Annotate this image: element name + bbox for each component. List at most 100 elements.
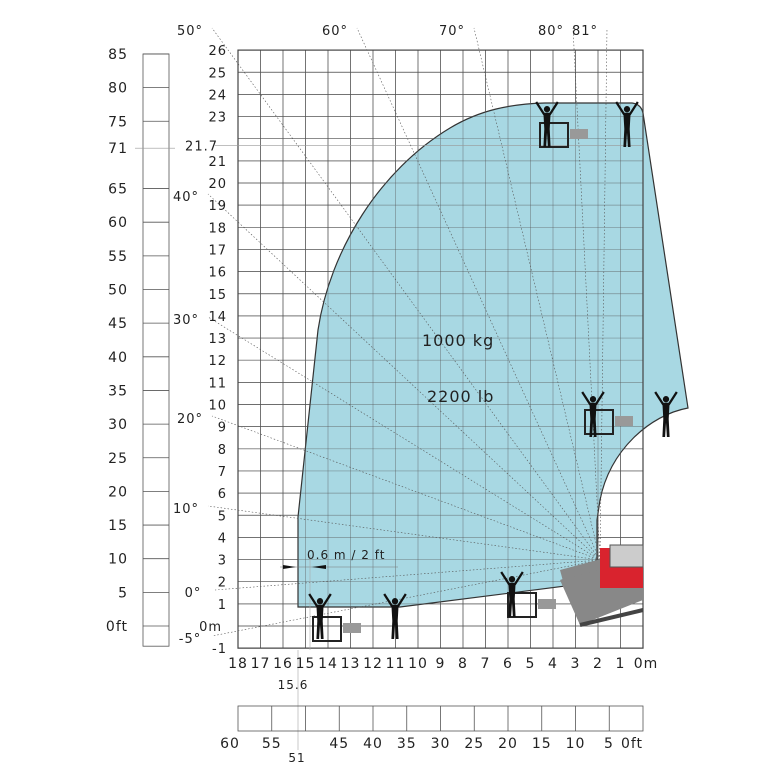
- height-label-m: 17: [208, 243, 227, 258]
- reach-label-m: 18: [228, 656, 248, 672]
- load-envelope: [297, 102, 689, 608]
- angle-lines: 50° 60° 70° 80° 81° 40° 30° 20° 10° 0° -5°: [173, 24, 608, 647]
- operator-icon: [308, 593, 332, 639]
- height-label-ft: 80: [108, 81, 128, 97]
- operator-icon: [535, 101, 559, 147]
- angle-label: 10°: [173, 502, 199, 517]
- height-label-m: 23: [208, 111, 227, 126]
- height-label-m: 25: [208, 66, 227, 81]
- reach-label-ft: 15: [532, 736, 552, 752]
- reach-label-m: 2: [593, 656, 603, 672]
- height-label-ft: 5: [118, 585, 128, 601]
- height-label-ft: 15: [108, 518, 128, 534]
- load-imperial: 2200 lb: [427, 387, 494, 406]
- reach-label-m: 3: [571, 656, 581, 672]
- height-label-ft: 85: [108, 47, 128, 63]
- platform-mount-icon: [343, 623, 361, 633]
- reach-label-m: 4: [548, 656, 558, 672]
- height-label-ft: 10: [108, 552, 128, 568]
- angle-line: [572, 27, 601, 561]
- reach-label-ft: 35: [397, 736, 417, 752]
- height-label-m: 0m: [199, 620, 222, 635]
- operator-icon: [615, 101, 639, 147]
- height-label-m: 13: [208, 332, 227, 347]
- height-label-ft: 75: [108, 114, 128, 130]
- height-label-m: 10: [208, 399, 227, 414]
- height-label-m: 21.7: [185, 139, 218, 154]
- angle-line: [356, 27, 601, 561]
- telehandler-machine-icon: [560, 544, 644, 627]
- max-reach-m: 15.6: [278, 678, 309, 692]
- operator-icon: [500, 571, 524, 617]
- clearance-marker: 0.6 m / 2 ft: [280, 548, 398, 650]
- height-label-m: 24: [208, 88, 227, 103]
- reach-label-ft: 55: [262, 736, 282, 752]
- reach-label-m: 10: [408, 656, 428, 672]
- load-metric: 1000 kg: [422, 331, 494, 350]
- height-label-m: 26: [208, 44, 227, 59]
- angle-line: [211, 415, 601, 561]
- angle-line: [599, 27, 608, 561]
- reach-label-ft: 20: [498, 736, 518, 752]
- angle-line: [211, 27, 601, 561]
- height-label-m: 11: [208, 376, 227, 391]
- reach-label-m: 9: [436, 656, 446, 672]
- angle-line: [473, 27, 601, 561]
- height-label-m: 3: [218, 554, 227, 569]
- platform-mount-icon: [538, 599, 556, 609]
- reach-label-m: 0m: [634, 656, 659, 672]
- angle-label: 20°: [177, 412, 203, 427]
- angle-label: 80°: [538, 24, 564, 39]
- height-label-ft: 45: [108, 316, 128, 332]
- height-label-m: 18: [208, 221, 227, 236]
- height-label-ft: 40: [108, 350, 128, 366]
- height-label-m: 12: [208, 354, 227, 369]
- grid-frame: [237, 49, 644, 649]
- height-label-m: 20: [208, 177, 227, 192]
- platform-mount-icon: [615, 416, 633, 426]
- angle-label: 70°: [439, 24, 465, 39]
- reach-label-ft: 5: [604, 736, 614, 752]
- reach-label-m: 13: [341, 656, 361, 672]
- height-label-m: 15: [208, 288, 227, 303]
- reach-label-m: 17: [251, 656, 271, 672]
- height-label-m: 16: [208, 266, 227, 281]
- height-label-ft: 60: [108, 215, 128, 231]
- reach-label-ft: 60: [220, 736, 240, 752]
- height-label-ft: 0ft: [106, 619, 128, 635]
- reach-label-m: 14: [318, 656, 338, 672]
- height-label-ft: 25: [108, 451, 128, 467]
- platform-mount-icon: [570, 129, 588, 139]
- reach-label-ft: 40: [363, 736, 383, 752]
- height-label-m: 9: [218, 421, 227, 436]
- reach-label-m: 6: [503, 656, 513, 672]
- reach-label-m: 11: [386, 656, 406, 672]
- height-label-m: 6: [218, 487, 227, 502]
- platform-basket-icon: [312, 616, 342, 642]
- angle-label: 0°: [185, 586, 202, 601]
- angle-label: 40°: [173, 190, 199, 205]
- height-label-m: 1: [218, 598, 227, 613]
- operator-icon: [654, 391, 678, 437]
- angle-line: [214, 559, 601, 591]
- angle-label: 50°: [177, 24, 203, 39]
- height-label-ft: 71: [108, 141, 128, 157]
- height-label-ft: 55: [108, 249, 128, 265]
- height-label-m: 5: [218, 509, 227, 524]
- height-label-ft: 65: [108, 182, 128, 198]
- height-label-m: 4: [218, 531, 227, 546]
- reach-label-m: 16: [273, 656, 293, 672]
- reach-label-ft: 25: [464, 736, 484, 752]
- angle-label: -5°: [179, 632, 201, 647]
- height-label-m: 21: [208, 155, 227, 170]
- reach-label-m: 1: [616, 656, 626, 672]
- angle-line: [207, 505, 601, 561]
- reach-label-ft: 45: [329, 736, 349, 752]
- reach-label-ft: 10: [566, 736, 586, 752]
- reach-label-m: 12: [363, 656, 383, 672]
- height-label-m: 19: [208, 199, 227, 214]
- height-label-ft: 30: [108, 417, 128, 433]
- angle-label: 81°: [572, 24, 598, 39]
- operator-icon: [383, 593, 407, 639]
- reach-label-m: 8: [458, 656, 468, 672]
